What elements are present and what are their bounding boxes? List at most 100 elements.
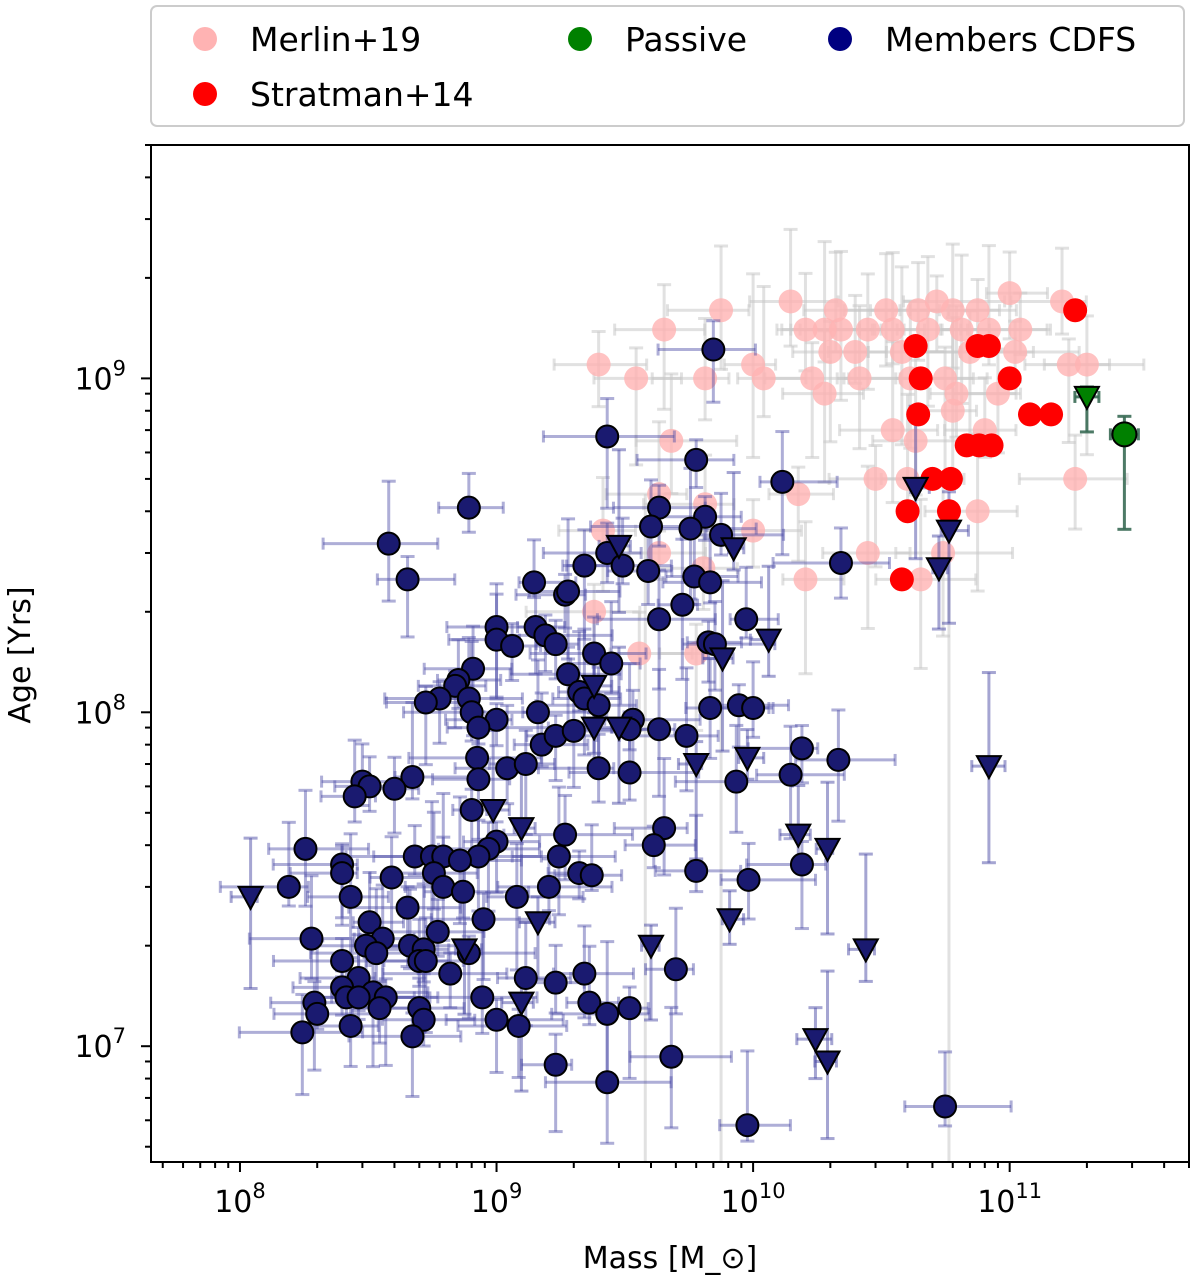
stratman-point [997, 366, 1022, 391]
stratman-point [920, 466, 945, 491]
members-point [595, 424, 620, 449]
members-limit-marker [682, 753, 710, 779]
members-point [382, 776, 407, 801]
members-point [543, 970, 568, 995]
members-point [438, 961, 463, 986]
members-point [456, 495, 481, 520]
legend-label-stratman: Stratman+14 [250, 75, 474, 114]
y-tick-label: 107 [74, 1024, 126, 1065]
members-point [506, 1013, 531, 1038]
y-axis-label: Age [Yrs] [3, 586, 38, 723]
members-limit-marker [975, 755, 1003, 781]
members-point [678, 516, 703, 541]
members-limit-marker [719, 537, 748, 563]
stratman-point [1039, 402, 1064, 427]
members-point [647, 717, 672, 742]
members-point [400, 1024, 425, 1049]
y-tick-label-exponent: 9 [113, 356, 126, 380]
members-point [724, 769, 749, 794]
members-point [379, 865, 404, 890]
members-limit-marker [507, 991, 536, 1017]
legend-entry-merlin: Merlin+19 [193, 20, 421, 59]
legend-marker-members [828, 27, 852, 51]
stratman-point [906, 402, 931, 427]
members-limit-marker [801, 1028, 830, 1054]
legend-entry-stratman: Stratman+14 [193, 75, 474, 114]
x-tick-label-exponent: 9 [509, 1179, 522, 1203]
merlin-point [823, 298, 848, 323]
members-point [513, 752, 538, 777]
merlin-point [812, 317, 837, 342]
legend-label-merlin: Merlin+19 [250, 20, 421, 59]
members-point [652, 816, 677, 841]
y-tick-label-base: 10 [74, 1030, 112, 1065]
legend-marker-passive [568, 27, 592, 51]
members-point [636, 558, 661, 583]
merlin-point [624, 366, 649, 391]
members-point [556, 579, 581, 604]
members-point [595, 1070, 620, 1095]
x-tick-label-exponent: 10 [759, 1179, 786, 1203]
members-point [674, 723, 699, 748]
members-limit-marker [784, 823, 812, 849]
members-limit-marker [901, 476, 930, 502]
members-point [504, 884, 529, 909]
members-point [367, 996, 392, 1021]
legend-box [150, 5, 1185, 127]
y-tick-label-exponent: 8 [113, 690, 126, 714]
members-point [330, 948, 355, 973]
members-point [789, 852, 814, 877]
members-point [459, 797, 484, 822]
members-point [330, 861, 355, 886]
merlin-point [880, 317, 905, 342]
members-limit-marker [236, 885, 265, 911]
legend-entry-members: Members CDFS [828, 20, 1136, 59]
members-limit-marker [715, 908, 744, 934]
members-point [525, 700, 550, 725]
x-tick-label: 1011 [977, 1179, 1042, 1220]
members-point [293, 836, 318, 861]
merlin-point [586, 352, 611, 377]
members-point [698, 696, 723, 721]
merlin-point [940, 398, 965, 423]
merlin-point [906, 298, 931, 323]
members-limit-marker [605, 534, 633, 560]
merlin-point [627, 641, 652, 666]
stratman-point [1063, 298, 1088, 323]
stratman-point [895, 499, 920, 524]
stratman-points [889, 298, 1088, 592]
passive-points [1073, 385, 1140, 531]
members-point [447, 848, 472, 873]
x-tick-label-exponent: 11 [1015, 1179, 1042, 1203]
stratman-point [908, 366, 933, 391]
members-point [376, 531, 401, 556]
members-point [577, 990, 602, 1015]
y-tick-label-exponent: 7 [113, 1024, 126, 1048]
members-limit-marker [813, 1050, 842, 1076]
members-point [411, 1007, 436, 1032]
members-point [639, 514, 664, 539]
members-point [553, 822, 578, 847]
legend-marker-stratman [193, 82, 217, 106]
members-limit-marker [733, 746, 762, 773]
members-point [466, 715, 491, 740]
x-tick-label: 108 [214, 1179, 266, 1220]
members-limit-marker [507, 817, 536, 843]
plot-frame [150, 144, 1190, 1163]
legend-entry-passive: Passive [568, 20, 747, 59]
members-point [572, 553, 597, 578]
y-tick-label-base: 10 [74, 362, 112, 397]
merlin-point [812, 381, 837, 406]
y-tick-label: 108 [74, 690, 126, 731]
merlin-point [709, 298, 734, 323]
merlin-point [949, 317, 974, 342]
merlin-point [741, 518, 766, 543]
members-point [617, 760, 642, 785]
members-point [400, 765, 425, 790]
merlin-point [1003, 339, 1028, 364]
members-point [431, 874, 456, 899]
members-point [450, 879, 475, 904]
members-limit-marker [605, 716, 633, 742]
members-point [546, 844, 571, 869]
